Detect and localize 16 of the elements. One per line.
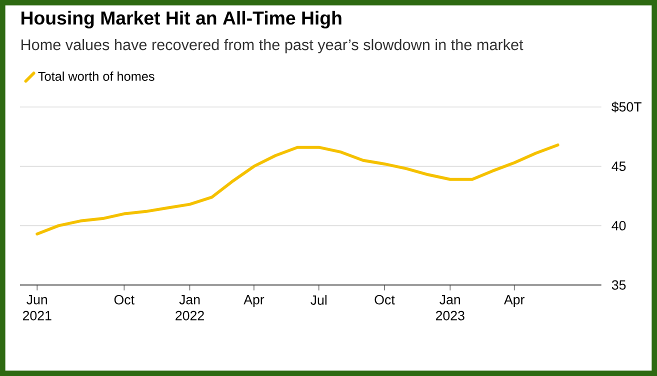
x-tick-label: Oct xyxy=(114,295,134,304)
x-tick-label: Jan 2023 xyxy=(436,295,464,320)
y-tick-label: 45 xyxy=(612,162,626,171)
y-tick-label: $50T xyxy=(612,102,642,112)
legend-label: Total worth of homes xyxy=(38,72,154,81)
chart-subtitle: Home values have recovered from the past year’s slowdown in the market xyxy=(22,38,524,54)
y-tick-label: 40 xyxy=(612,220,626,230)
x-tick-label: Apr xyxy=(244,295,264,307)
x-tick-label: Jan 2022 xyxy=(176,295,204,320)
x-tick-label: Jun 2021 xyxy=(22,295,52,320)
y-tick-label: 35 xyxy=(612,280,626,290)
x-tick-label: Jul xyxy=(310,295,326,305)
x-tick-label: Apr xyxy=(504,295,524,307)
chart-title: Housing Market Hit an All-Time High xyxy=(22,10,342,28)
line-series xyxy=(36,143,560,236)
x-tick-label: Oct xyxy=(374,295,395,304)
